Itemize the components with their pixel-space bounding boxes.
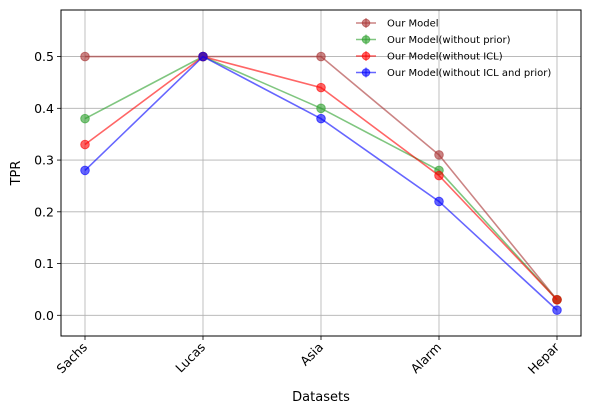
- legend-item: Our Model(without ICL and prior): [356, 67, 551, 79]
- legend-item: Our Model: [356, 18, 439, 30]
- data-point: [80, 51, 90, 62]
- data-point: [80, 113, 90, 124]
- y-axis: 0.0 0.1 0.2 0.3 0.4 0.5: [34, 49, 61, 323]
- y-tick-label: 0.4: [34, 101, 54, 116]
- x-tick-label: Hepar: [525, 339, 563, 377]
- legend-label: Our Model(without ICL): [387, 52, 503, 63]
- data-point: [434, 150, 444, 160]
- legend-marker: [361, 18, 371, 28]
- data-point: [552, 305, 562, 315]
- x-tick-label: Sachs: [53, 340, 90, 377]
- y-tick-label: 0.3: [34, 153, 54, 168]
- legend-marker: [361, 51, 371, 61]
- data-point: [434, 170, 444, 181]
- data-point: [80, 139, 90, 150]
- legend-item: Our Model(without ICL): [356, 51, 503, 63]
- x-tick-label: Asia: [297, 340, 326, 369]
- x-tick-label: Lucas: [172, 340, 208, 376]
- data-point: [198, 51, 208, 62]
- data-point: [552, 294, 562, 305]
- y-tick-label: 0.1: [34, 256, 54, 271]
- data-point: [316, 103, 326, 114]
- y-tick-label: 0.0: [34, 308, 54, 323]
- legend-marker: [361, 68, 371, 77]
- y-axis-label: TPR: [9, 161, 24, 187]
- legend-label: Our Model(without ICL and prior): [387, 68, 551, 79]
- legend-item: Our Model(without prior): [356, 34, 511, 46]
- data-point: [80, 165, 90, 176]
- legend-label: Our Model(without prior): [387, 35, 511, 46]
- x-axis-label: Datasets: [292, 390, 350, 405]
- data-point: [316, 82, 326, 93]
- legend-marker: [361, 35, 371, 44]
- data-point: [434, 196, 444, 207]
- x-axis: Sachs Lucas Asia Alarm Hepar: [53, 336, 563, 377]
- legend: Our Model Our Model(without prior) Our Mod…: [356, 18, 551, 79]
- y-tick-label: 0.2: [34, 204, 54, 219]
- x-tick-label: Alarm: [408, 340, 445, 377]
- data-point: [316, 51, 326, 62]
- data-point: [316, 113, 326, 124]
- legend-label: Our Model: [387, 19, 439, 30]
- series-4: [80, 51, 562, 315]
- series-layer: [80, 51, 562, 315]
- y-tick-label: 0.5: [34, 49, 54, 64]
